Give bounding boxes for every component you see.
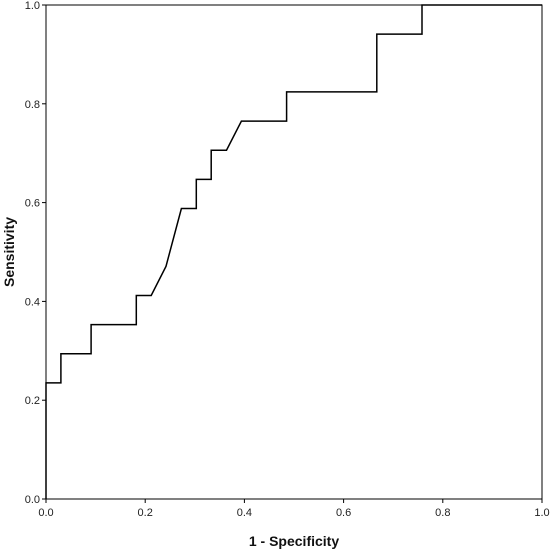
y-tick-label: 0.2 [25, 395, 40, 407]
x-tick-label: 0.4 [237, 507, 252, 519]
x-tick-label: 1.0 [534, 507, 549, 519]
x-tick-label: 0.8 [435, 507, 450, 519]
x-tick-label: 0.0 [38, 507, 53, 519]
roc-curve-line [45, 4, 542, 499]
plot-area [45, 4, 543, 500]
y-tick-label: 0.8 [25, 99, 40, 111]
x-tick-label: 0.6 [336, 507, 351, 519]
x-axis-title: 1 - Specificity [249, 533, 339, 549]
y-tick-label: 1.0 [25, 0, 40, 12]
y-axis-title: Sensitivity [1, 217, 17, 287]
y-tick-label: 0.0 [25, 494, 40, 506]
x-tick-label: 0.2 [138, 507, 153, 519]
y-tick-label: 0.4 [25, 296, 40, 308]
y-axis-ticks: 0.0 0.2 0.4 0.6 0.8 1.0 [25, 0, 46, 506]
y-tick-label: 0.6 [25, 198, 40, 210]
x-axis-ticks: 0.0 0.2 0.4 0.6 0.8 1.0 [38, 499, 550, 519]
